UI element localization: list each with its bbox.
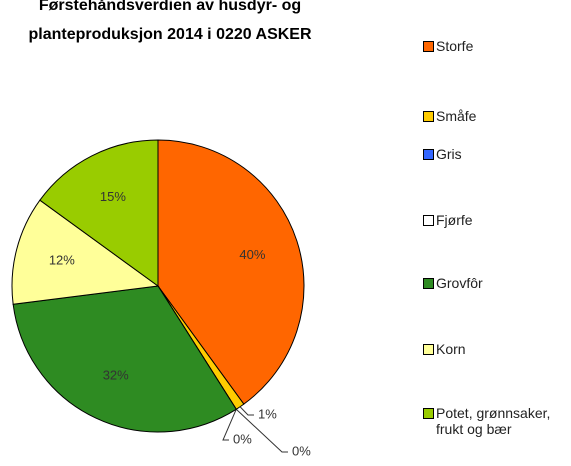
legend-label: Storfe — [436, 38, 474, 54]
legend-item: Potet, grønnsaker, frukt og bær — [423, 405, 568, 437]
chart-title: Førstehåndsverdien av husdyr- og — [39, 0, 301, 14]
pie-slice — [157, 139, 305, 405]
legend-label: Småfe — [436, 108, 477, 124]
legend-label: Korn — [436, 341, 466, 357]
pie-slice — [12, 285, 237, 433]
legend-item: Grovfôr — [423, 275, 568, 291]
data-label: 12% — [49, 253, 75, 268]
chart-title: planteproduksjon 2014 i 0220 ASKER — [28, 26, 312, 43]
legend-item: Gris — [423, 146, 568, 162]
pie-slice — [11, 199, 160, 305]
pie-slice — [39, 139, 159, 287]
legend-label: Potet, grønnsaker, frukt og bær — [436, 405, 551, 437]
data-label: 15% — [100, 189, 126, 204]
data-label: 1% — [258, 406, 277, 421]
data-label: 0% — [292, 443, 311, 458]
legend-label: Grovfôr — [436, 275, 483, 291]
leader-line — [222, 409, 237, 441]
legend-label: Gris — [436, 146, 462, 162]
legend-swatch — [423, 111, 434, 122]
legend-swatch — [423, 149, 434, 160]
legend-swatch — [423, 41, 434, 52]
leader-line — [239, 406, 254, 416]
leader-line — [235, 408, 288, 453]
data-label: 0% — [233, 431, 252, 446]
legend-swatch — [423, 215, 434, 226]
legend-item: Småfe — [423, 108, 568, 124]
legend-item: Fjørfe — [423, 212, 568, 228]
legend-item: Korn — [423, 341, 568, 357]
legend-label: Fjørfe — [436, 212, 473, 228]
legend-swatch — [423, 344, 434, 355]
data-label: 40% — [239, 247, 265, 262]
data-label: 32% — [103, 367, 129, 382]
legend-swatch — [423, 408, 434, 419]
legend-swatch — [423, 278, 434, 289]
legend-item: Storfe — [423, 38, 568, 54]
